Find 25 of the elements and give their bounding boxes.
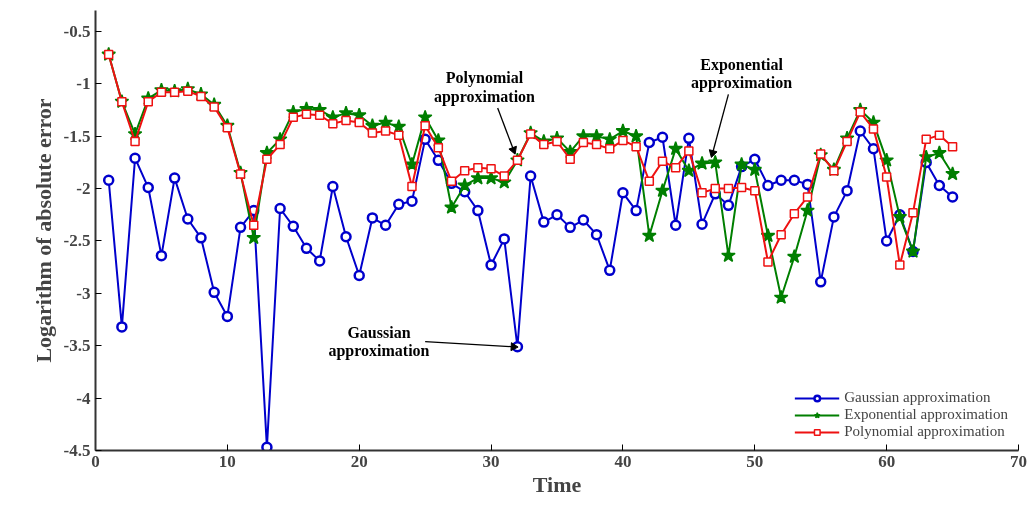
annotation: Exponential approximation bbox=[691, 55, 793, 93]
y-tick-label: -0.5 bbox=[63, 21, 91, 41]
x-tick-label: 40 bbox=[614, 451, 632, 471]
x-tick-label: 10 bbox=[218, 451, 236, 471]
x-axis-title: Time bbox=[532, 471, 582, 497]
y-tick-label: -4 bbox=[76, 388, 91, 408]
y-tick-label: -4.5 bbox=[63, 441, 91, 460]
y-tick-label: -1 bbox=[76, 74, 91, 94]
x-tick-label: 50 bbox=[746, 451, 764, 471]
y-tick-label: -3 bbox=[76, 283, 91, 303]
y-tick-label: -3.5 bbox=[63, 336, 91, 356]
annotation: Polynomial approximation bbox=[433, 69, 536, 106]
y-tick-label: -2 bbox=[76, 179, 91, 199]
legend-label: Exponential approximation bbox=[844, 406, 1008, 423]
x-tick-label: 20 bbox=[350, 451, 368, 471]
y-tick-label: -1.5 bbox=[63, 126, 91, 146]
y-axis-title: Logarithm of absolute error bbox=[30, 98, 56, 363]
legend-label: Polynomial approximation bbox=[844, 423, 1005, 440]
x-tick-label: 0 bbox=[91, 451, 100, 471]
y-tick-label: -2.5 bbox=[63, 231, 91, 251]
annotation: Gaussian approximation bbox=[328, 323, 430, 361]
x-tick-label: 70 bbox=[1010, 451, 1027, 471]
legend-label: Gaussian approximation bbox=[844, 389, 991, 406]
x-tick-label: 60 bbox=[878, 451, 896, 471]
x-tick-label: 30 bbox=[482, 451, 500, 471]
